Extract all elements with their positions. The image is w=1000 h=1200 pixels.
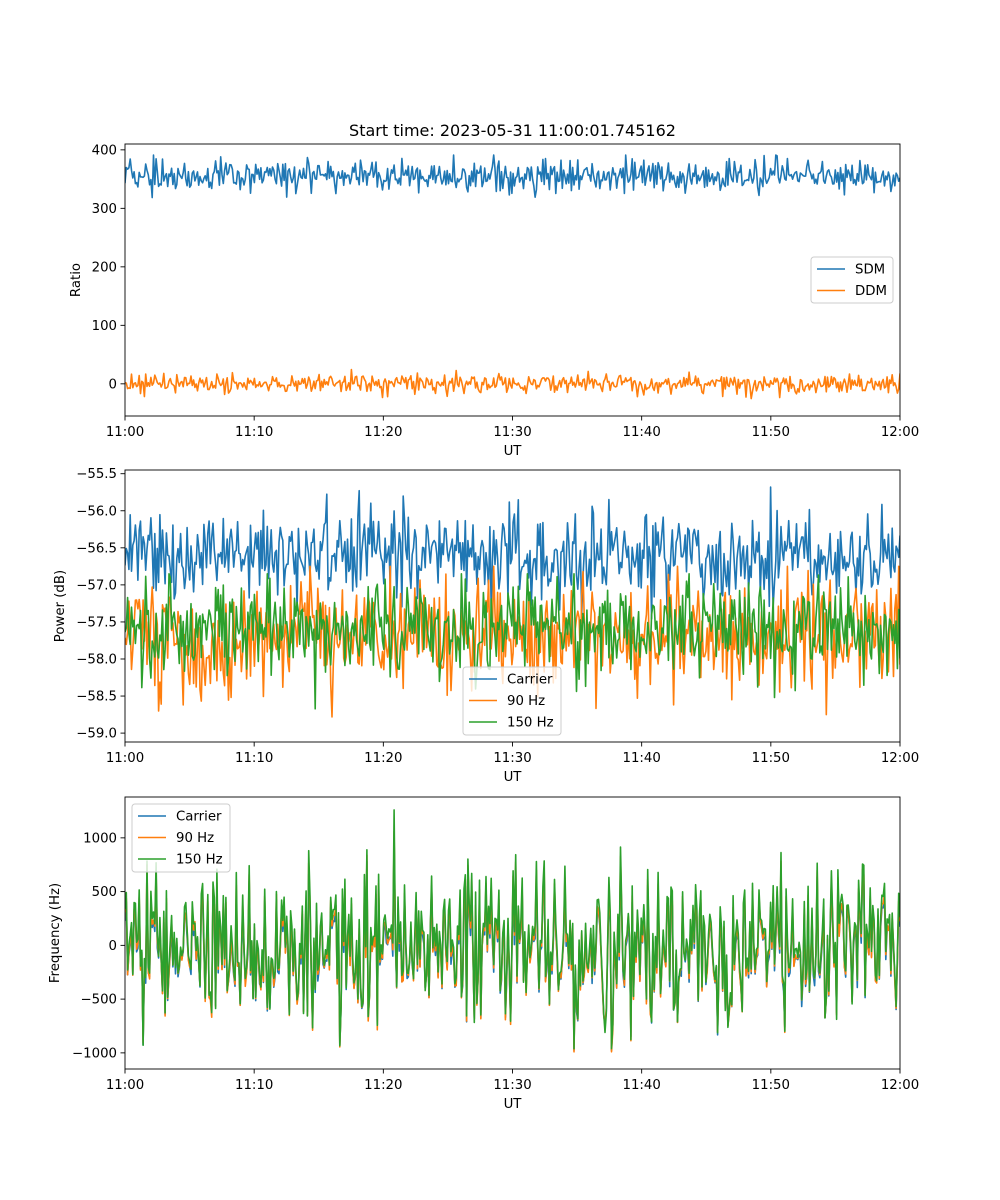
legend: Carrier 90 Hz 150 Hz <box>131 803 231 873</box>
x-tick-label: 12:00 <box>881 751 919 766</box>
x-axis-label: UT <box>504 770 523 785</box>
series-line-150-hz <box>125 809 900 1050</box>
y-tick-label: −58.5 <box>76 690 117 705</box>
x-tick-label: 11:10 <box>235 751 273 766</box>
y-tick-label: −55.5 <box>76 467 117 482</box>
x-tick-label: 11:20 <box>364 751 402 766</box>
x-tick-label: 11:40 <box>623 751 661 766</box>
y-tick-label: 0 <box>109 939 117 954</box>
y-axis-label: Frequency (Hz) <box>48 883 63 983</box>
x-tick-label: 11:00 <box>106 751 144 766</box>
x-axis-label: UT <box>504 444 523 459</box>
x-tick-label: 12:00 <box>881 1078 919 1093</box>
legend-label: 90 Hz <box>176 831 214 846</box>
y-tick-label: 0 <box>109 377 117 392</box>
series-line-carrier <box>125 486 900 620</box>
x-tick-label: 11:00 <box>106 1078 144 1093</box>
y-tick-label: −1000 <box>72 1046 117 1061</box>
x-tick-label: 11:30 <box>493 1078 531 1093</box>
x-tick-label: 11:40 <box>623 425 661 440</box>
y-tick-label: 100 <box>92 319 117 334</box>
series-line-ddm <box>125 368 900 400</box>
x-tick-label: 11:30 <box>493 425 531 440</box>
y-tick-label: 400 <box>92 143 117 158</box>
panel-3: 11:00 11:10 11:20 11:30 11:40 11:50 12:00 UT −10… <box>48 796 919 1112</box>
y-tick-label: 1000 <box>83 831 117 846</box>
x-tick-label: 11:00 <box>106 425 144 440</box>
x-tick-label: 11:50 <box>752 751 790 766</box>
legend: Carrier 90 Hz 150 Hz <box>462 666 562 736</box>
legend-label: DDM <box>855 284 887 299</box>
x-tick-label: 11:50 <box>752 1078 790 1093</box>
x-tick-label: 11:10 <box>235 1078 273 1093</box>
legend-box <box>131 803 231 873</box>
x-axis-label: UT <box>504 1097 523 1112</box>
y-tick-label: −58.0 <box>76 652 117 667</box>
x-tick-label: 11:20 <box>364 1078 402 1093</box>
x-tick-label: 11:10 <box>235 425 273 440</box>
chart-title: Start time: 2023-05-31 11:00:01.745162 <box>349 121 676 140</box>
x-tick-label: 12:00 <box>881 425 919 440</box>
legend: SDM DDM <box>810 256 894 304</box>
x-tick-label: 11:50 <box>752 425 790 440</box>
y-tick-label: 500 <box>92 885 117 900</box>
legend-box <box>462 666 562 736</box>
legend-label: 90 Hz <box>507 694 545 709</box>
y-tick-label: −56.5 <box>76 541 117 556</box>
x-tick-label: 11:30 <box>493 751 531 766</box>
series-line-sdm <box>125 154 900 199</box>
legend-label: Carrier <box>507 673 553 688</box>
y-tick-label: 300 <box>92 202 117 217</box>
legend-label: Carrier <box>176 810 222 825</box>
legend-label: 150 Hz <box>176 853 223 868</box>
x-tick-label: 11:20 <box>364 425 402 440</box>
y-tick-label: −59.0 <box>76 727 117 742</box>
y-tick-label: −57.0 <box>76 578 117 593</box>
y-tick-label: 200 <box>92 260 117 275</box>
legend-label: SDM <box>855 263 885 278</box>
legend-label: 150 Hz <box>507 716 554 731</box>
series-line-90-hz <box>125 565 900 718</box>
series-line-150-hz <box>125 572 900 710</box>
panel-2: 11:00 11:10 11:20 11:30 11:40 11:50 12:00 UT −59… <box>53 467 919 785</box>
y-tick-label: −56.0 <box>76 504 117 519</box>
y-axis-label: Power (dB) <box>53 570 68 642</box>
x-tick-label: 11:40 <box>623 1078 661 1093</box>
y-tick-label: −57.5 <box>76 615 117 630</box>
y-tick-label: −500 <box>80 993 117 1008</box>
y-axis-label: Ratio <box>69 263 84 297</box>
panel-1: 11:00 11:10 11:20 11:30 11:40 11:50 12:00 UT 0 10… <box>69 143 919 459</box>
